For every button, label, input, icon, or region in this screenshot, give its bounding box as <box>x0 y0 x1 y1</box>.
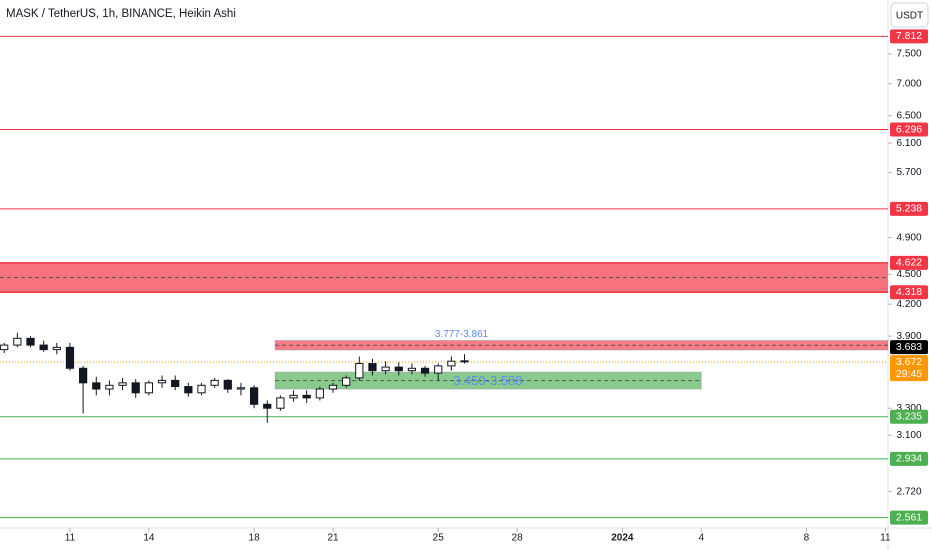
candle-body <box>118 382 127 386</box>
chart-title: MASK / TetherUS, 1h, BINANCE, Heikin Ash… <box>6 8 236 20</box>
price-badge <box>890 255 928 270</box>
price-badge <box>890 409 928 424</box>
candle-body <box>289 394 298 399</box>
x-tick-label: 4 <box>698 533 704 544</box>
x-tick-label: 14 <box>143 533 155 544</box>
y-tick-label: 6.500 <box>896 110 921 121</box>
candle-body <box>315 388 324 399</box>
price-badge <box>890 510 928 525</box>
candle-body <box>92 382 101 390</box>
candle-body <box>26 337 35 346</box>
price-badge <box>890 122 928 137</box>
x-tick-label: 2024 <box>611 533 634 544</box>
candle-body <box>131 382 140 394</box>
candle-body <box>328 384 338 390</box>
candle-body <box>434 365 443 374</box>
price-badge <box>890 29 928 44</box>
candle-body <box>0 344 9 351</box>
y-tick-label: 5.700 <box>896 167 921 178</box>
price-badge-label: 4.318 <box>896 286 922 298</box>
candle-body <box>52 346 61 351</box>
candle-body <box>342 377 351 386</box>
candle-body <box>39 344 48 351</box>
candle-body <box>447 360 456 367</box>
candle-body <box>355 363 364 379</box>
price-badge-label: 2.934 <box>896 453 922 465</box>
currency-button[interactable] <box>890 2 929 28</box>
price-badge-label: 5.238 <box>896 203 922 215</box>
y-tick-label: 3.300 <box>896 403 921 414</box>
last-price-label: 3.683 <box>896 341 922 353</box>
candle-body <box>223 379 232 390</box>
candle-body <box>394 366 403 372</box>
range-label: 3.450-3.588 <box>453 373 522 388</box>
x-tick-label: 25 <box>433 533 445 544</box>
candle-body <box>197 384 206 394</box>
price-badge-label: 4.622 <box>896 257 922 269</box>
candle-body <box>249 387 259 405</box>
range-label: 3.777-3.861 <box>435 329 489 340</box>
candle-body <box>105 384 114 390</box>
last-price-badge <box>890 340 928 355</box>
price-badge-label: 7.812 <box>896 30 922 42</box>
candle-body <box>407 367 417 372</box>
price-badge <box>890 201 928 216</box>
x-tick-label: 11 <box>65 533 76 544</box>
candle-body <box>381 366 390 372</box>
price-badge-label: 3.672 <box>896 356 922 368</box>
candle-body <box>368 363 377 372</box>
candle-body <box>13 337 22 346</box>
price-badge <box>890 285 928 300</box>
candle-body <box>210 379 219 386</box>
y-tick-label: 3.900 <box>896 331 921 342</box>
y-tick-label: 4.200 <box>896 299 921 310</box>
price-badge <box>890 355 928 382</box>
candle-body <box>302 394 311 399</box>
y-tick-label: 4.500 <box>896 269 921 280</box>
x-tick-label: 21 <box>327 533 339 544</box>
x-tick-label: 8 <box>804 533 810 544</box>
x-tick-label: 28 <box>512 533 524 544</box>
candle-body <box>144 382 153 394</box>
y-tick-label: 3.100 <box>896 430 921 441</box>
x-tick-label: 18 <box>249 533 261 544</box>
y-tick-label: 4.900 <box>896 232 921 243</box>
y-tick-label: 7.500 <box>896 49 921 60</box>
candle-body <box>171 379 180 388</box>
price-badge <box>890 451 928 466</box>
candle-body <box>276 397 285 409</box>
y-tick-label: 2.720 <box>896 486 921 497</box>
y-tick-label: 6.100 <box>896 138 921 149</box>
price-badge-label: 3.235 <box>896 411 922 423</box>
candle-body <box>157 379 167 384</box>
candle-body <box>263 403 272 409</box>
candle-body <box>236 387 246 390</box>
candle-body <box>79 367 88 384</box>
candle-body <box>460 360 469 363</box>
y-tick-label: 7.000 <box>896 78 921 89</box>
candle-body <box>184 386 193 394</box>
candle-body <box>420 367 430 374</box>
currency: USDT <box>896 11 923 22</box>
countdown: 29:45 <box>896 368 922 380</box>
price-badge-label: 2.561 <box>896 511 922 523</box>
price-badge-label: 6.296 <box>896 123 922 135</box>
candle-body <box>65 346 75 369</box>
x-tick-label: 11 <box>880 533 891 544</box>
